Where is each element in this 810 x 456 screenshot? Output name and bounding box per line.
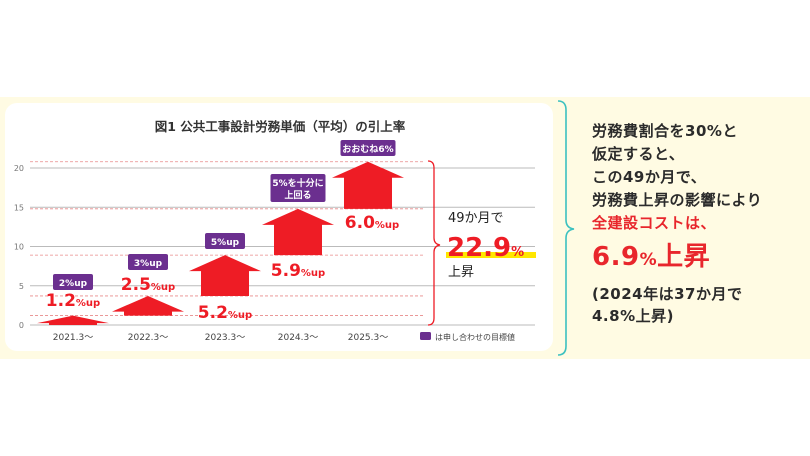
target-badge bbox=[270, 174, 326, 202]
increase-arrow bbox=[112, 295, 184, 316]
value-label: 5.2%up bbox=[198, 303, 252, 323]
value-label: 1.2%up bbox=[46, 291, 100, 311]
target-badge-text: 5%を十分に bbox=[272, 177, 323, 189]
side-note-big-value: 6.9%上昇 bbox=[592, 242, 711, 272]
x-tick-label: 2022.3〜 bbox=[128, 333, 169, 343]
total-highlight bbox=[446, 252, 536, 258]
value-label: 5.9%up bbox=[271, 261, 325, 281]
y-tick-label: 5 bbox=[19, 282, 24, 291]
increase-arrow bbox=[332, 161, 404, 209]
value-label: 2.5%up bbox=[121, 275, 175, 295]
side-note-footnote: (2024年は37か月で bbox=[592, 285, 743, 303]
side-note-highlight: 全建設コストは、 bbox=[592, 214, 717, 232]
total-prefix: 49か月で bbox=[448, 211, 504, 226]
target-badge bbox=[128, 254, 168, 270]
x-tick-label: 2024.3〜 bbox=[278, 333, 319, 343]
x-tick-label: 2021.3〜 bbox=[53, 333, 94, 343]
x-tick-label: 2023.3〜 bbox=[205, 333, 246, 343]
y-tick-label: 15 bbox=[14, 203, 24, 212]
target-badge bbox=[340, 140, 396, 156]
increase-arrow bbox=[189, 255, 261, 296]
increase-arrow bbox=[37, 315, 109, 325]
value-label: 6.0%up bbox=[345, 213, 399, 233]
y-tick-label: 0 bbox=[19, 321, 24, 330]
y-tick-label: 20 bbox=[14, 164, 24, 173]
target-badge-text: おおむね6% bbox=[342, 144, 393, 155]
chart-title: 図1 公共工事設計労務単価（平均）の引上率 bbox=[154, 119, 406, 134]
total-suffix: 上昇 bbox=[448, 265, 474, 280]
total-brace bbox=[427, 160, 441, 326]
target-badge-text: 上回る bbox=[284, 189, 311, 201]
target-badge bbox=[53, 274, 93, 290]
side-note-footnote: 4.8%上昇) bbox=[592, 307, 674, 325]
target-badge-text: 5%up bbox=[211, 238, 240, 248]
y-tick-label: 10 bbox=[14, 243, 24, 252]
target-badge-text: 2%up bbox=[59, 279, 88, 289]
side-note-line: 労務費割合を30%と bbox=[592, 122, 738, 140]
increase-arrow bbox=[262, 208, 334, 256]
side-note-line: この49か月で、 bbox=[592, 168, 707, 186]
x-tick-label: 2025.3〜 bbox=[348, 333, 389, 343]
target-badge-text: 3%up bbox=[134, 259, 163, 269]
legend-label: は申し合わせの目標値 bbox=[435, 332, 515, 342]
side-note-line: 労務費上昇の影響により bbox=[592, 191, 763, 209]
side-note-line: 仮定すると、 bbox=[592, 145, 685, 163]
total-value: 22.9% bbox=[447, 233, 524, 263]
side-brace bbox=[557, 100, 575, 356]
legend-swatch bbox=[420, 332, 431, 340]
target-badge bbox=[205, 233, 245, 249]
